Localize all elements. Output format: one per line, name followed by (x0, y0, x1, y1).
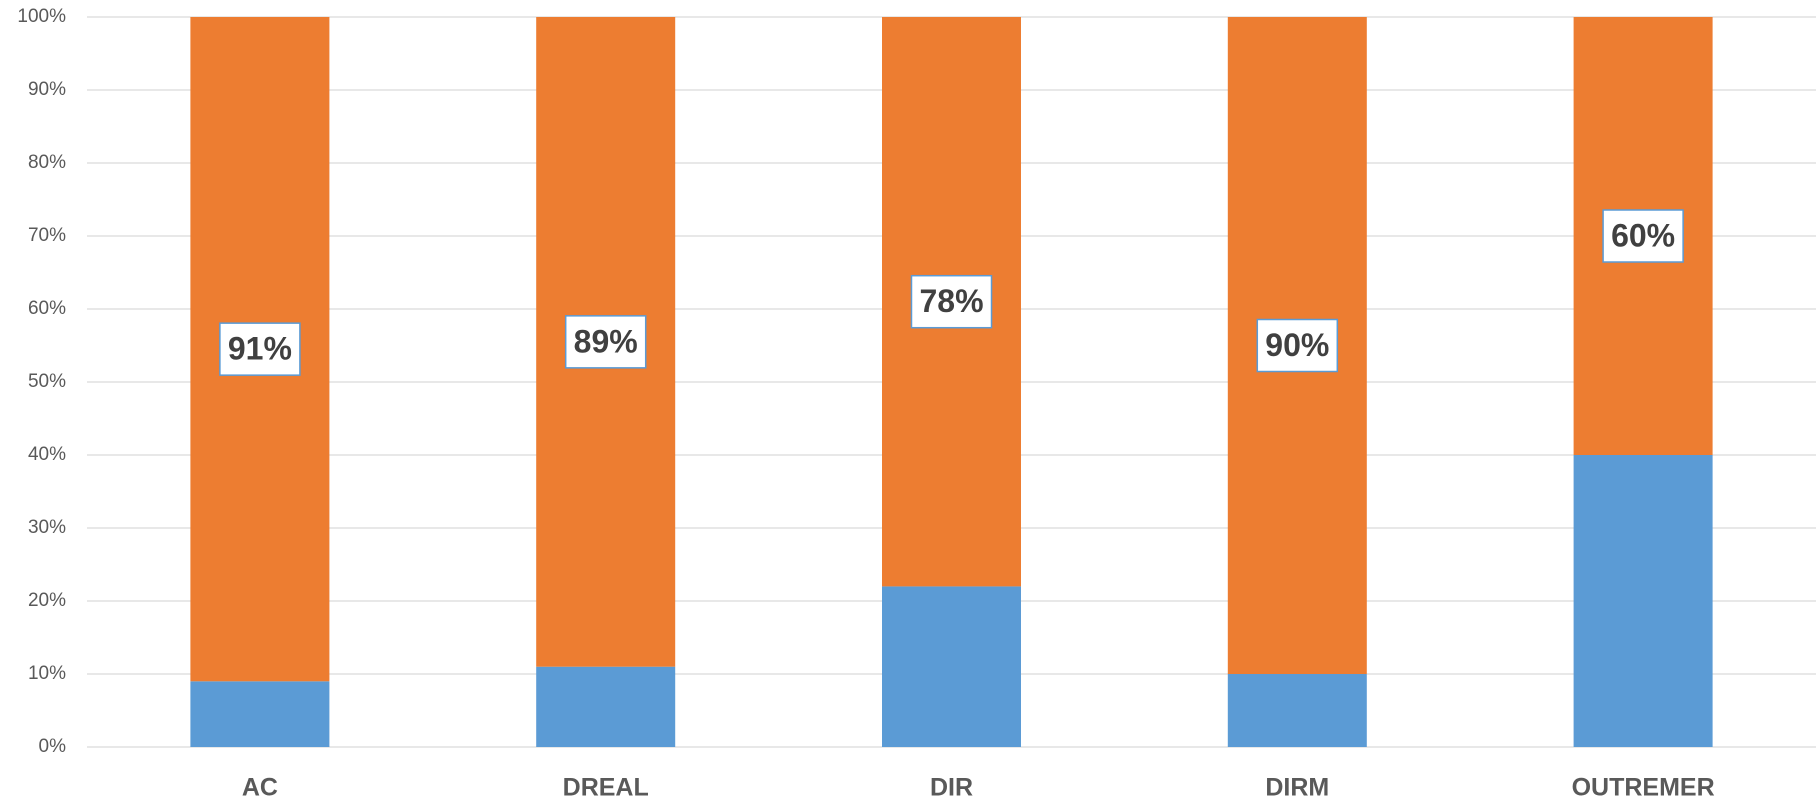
data-label-box (910, 274, 993, 329)
data-label: 91% (228, 331, 292, 367)
y-tick-label: 0% (39, 736, 67, 757)
data-label: 90% (1265, 327, 1329, 363)
x-tick-label: DIRM (1265, 774, 1329, 802)
data-label: 89% (574, 323, 638, 359)
x-tick-label: AC (242, 774, 278, 802)
bar-segment (1227, 674, 1367, 747)
data-label-box (564, 315, 647, 369)
bar-segment (882, 586, 1021, 747)
data-label: 60% (1611, 217, 1675, 253)
x-tick-label: OUTREMER (1572, 774, 1715, 802)
y-tick-label: 30% (28, 517, 66, 538)
y-tick-label: 60% (28, 298, 66, 319)
y-tick-label: 10% (28, 663, 66, 684)
x-tick-label: DIR (930, 774, 973, 802)
y-tick-label: 100% (17, 6, 66, 27)
y-tick-label: 20% (28, 590, 66, 611)
y-tick-label: 80% (28, 152, 66, 173)
data-label-box (219, 322, 301, 376)
y-tick-label: 70% (28, 225, 66, 246)
y-tick-label: 90% (28, 79, 66, 100)
bar-segment (1573, 455, 1713, 747)
x-tick-label: DREAL (563, 774, 649, 802)
bar-segment (536, 666, 676, 747)
bar-segment (190, 681, 330, 747)
y-tick-label: 50% (28, 371, 66, 392)
data-label-box (1602, 209, 1684, 263)
data-label-box (1256, 318, 1339, 373)
y-tick-label: 40% (28, 444, 66, 465)
data-label: 78% (919, 283, 983, 319)
